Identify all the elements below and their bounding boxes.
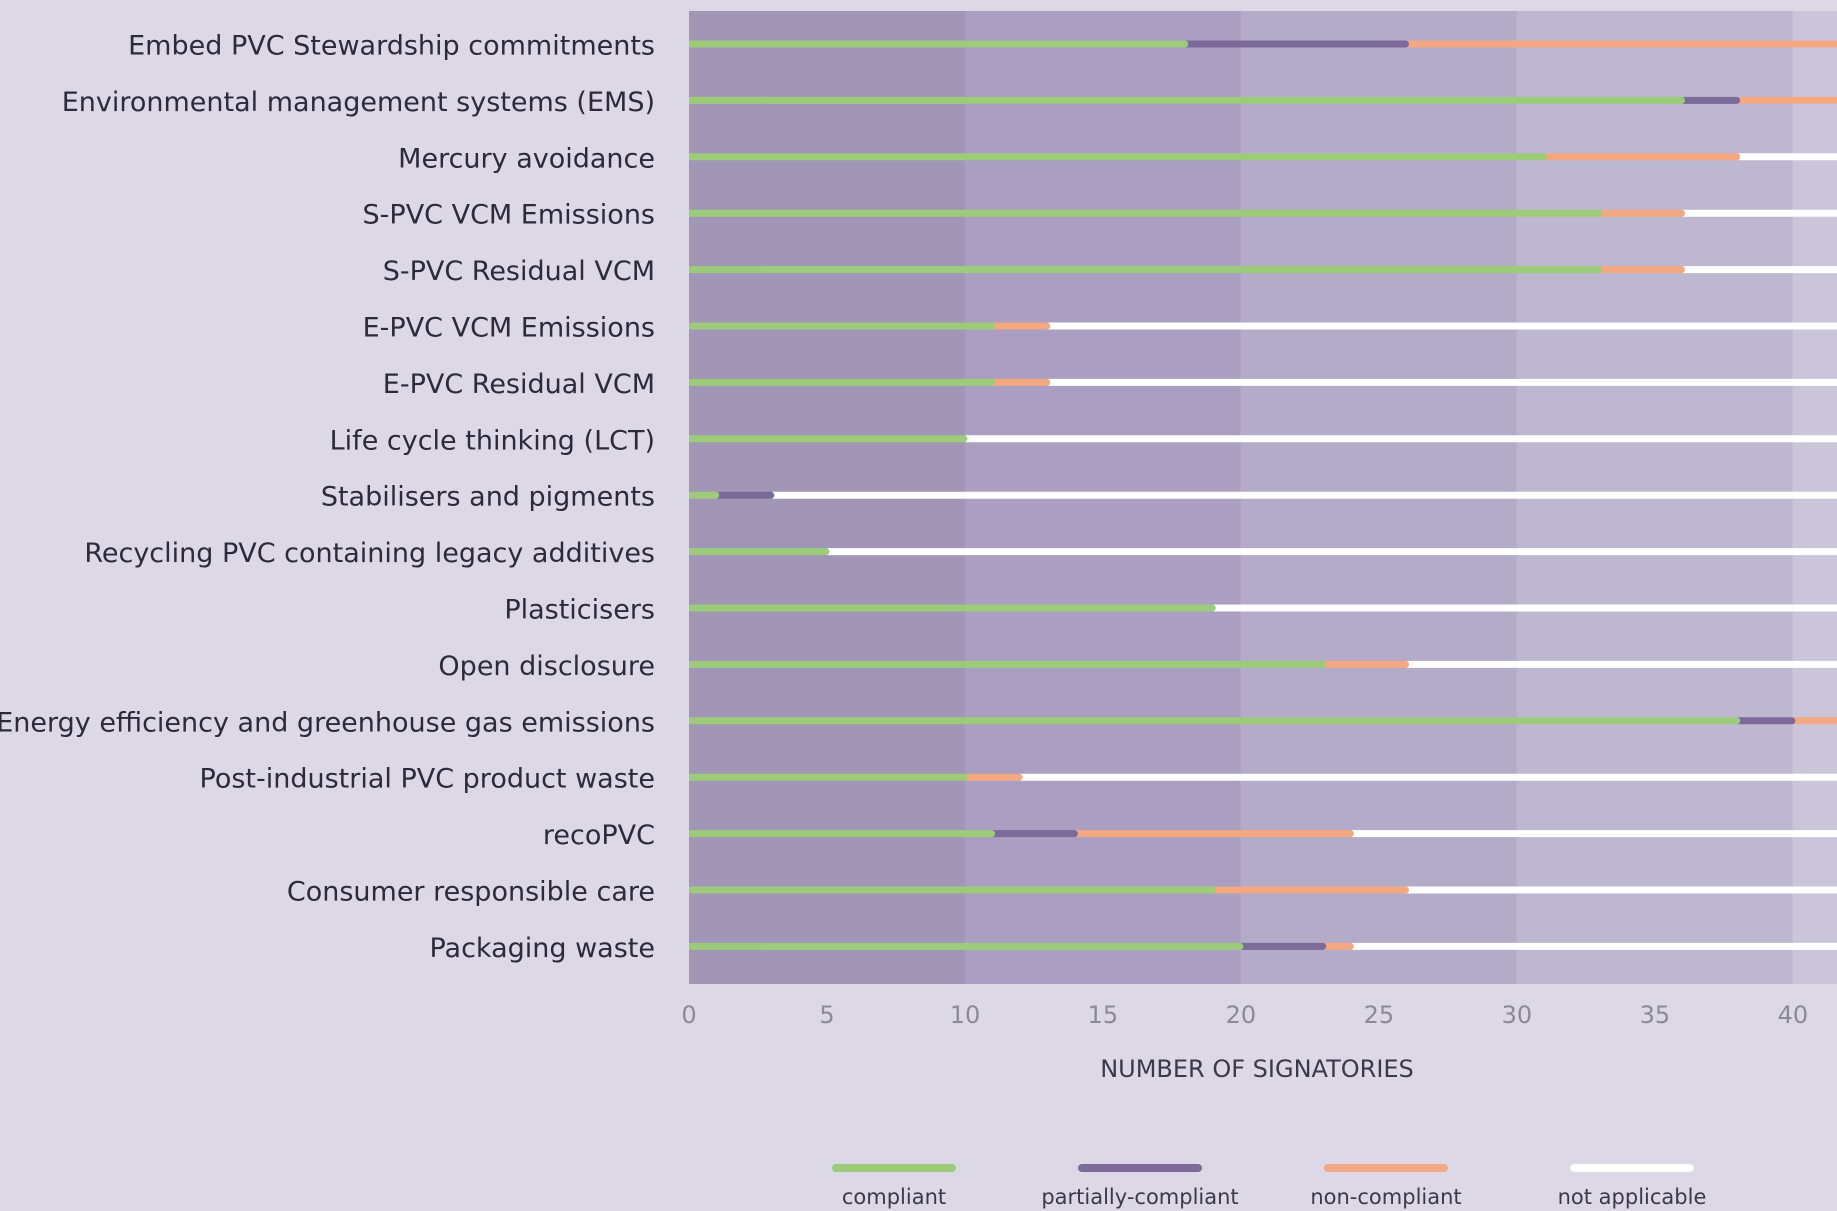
- category-label: Embed PVC Stewardship commitments: [128, 31, 655, 62]
- x-tick-label: 15: [1088, 1001, 1119, 1029]
- x-tick-label: 30: [1502, 1001, 1533, 1029]
- category-label: Life cycle thinking (LCT): [330, 425, 655, 456]
- legend-label: compliant: [842, 1185, 946, 1209]
- category-label: recoPVC: [543, 820, 655, 851]
- legend-label: partially-compliant: [1041, 1185, 1238, 1209]
- bars: [689, 40, 1837, 950]
- category-label: Environmental management systems (EMS): [62, 87, 655, 118]
- category-label: Recycling PVC containing legacy additive…: [84, 538, 655, 569]
- category-label: S-PVC VCM Emissions: [363, 200, 655, 231]
- category-label: Plasticisers: [504, 595, 655, 626]
- legend-label: non-compliant: [1310, 1185, 1461, 1209]
- category-label: Post-industrial PVC product waste: [200, 764, 656, 795]
- legend-label: not applicable: [1558, 1185, 1707, 1209]
- category-label: Packaging waste: [429, 933, 655, 964]
- category-label: Energy efficiency and greenhouse gas emi…: [0, 707, 655, 738]
- category-label: Open disclosure: [438, 651, 655, 682]
- category-label: E-PVC VCM Emissions: [363, 313, 655, 344]
- x-tick-label: 35: [1640, 1001, 1671, 1029]
- x-tick-label: 20: [1226, 1001, 1257, 1029]
- category-label: Consumer responsible care: [287, 877, 655, 908]
- x-tick-label: 25: [1364, 1001, 1395, 1029]
- category-label: Stabilisers and pigments: [321, 482, 655, 513]
- category-label: E-PVC Residual VCM: [383, 369, 655, 400]
- x-tick-label: 0: [681, 1001, 696, 1029]
- category-label: Mercury avoidance: [398, 143, 655, 174]
- category-label: S-PVC Residual VCM: [383, 256, 655, 287]
- x-tick-label: 5: [819, 1001, 834, 1029]
- x-axis-title: NUMBER OF SIGNATORIES: [1100, 1055, 1414, 1083]
- x-tick-label: 40: [1778, 1001, 1809, 1029]
- x-tick-label: 10: [950, 1001, 981, 1029]
